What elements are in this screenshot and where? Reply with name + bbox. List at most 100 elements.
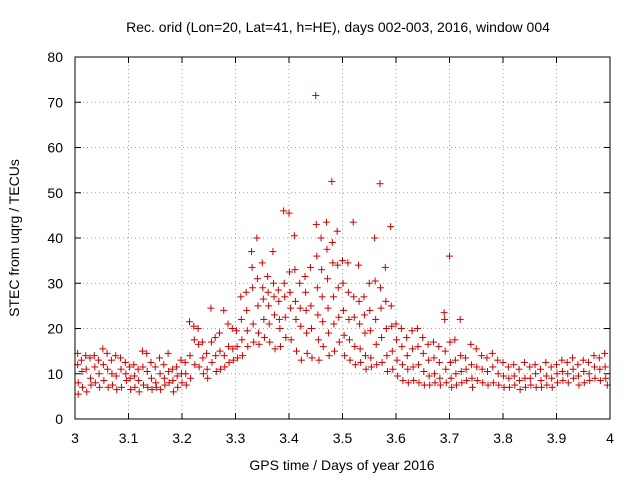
data-point [161, 381, 169, 389]
data-point [264, 288, 272, 296]
data-point [431, 370, 439, 378]
data-point [143, 367, 151, 375]
data-point [195, 363, 203, 371]
data-point [516, 377, 524, 385]
data-point [113, 386, 121, 394]
data-point [441, 315, 449, 323]
data-point [398, 361, 406, 369]
data-point [221, 363, 229, 371]
data-point [414, 343, 422, 351]
data-point [538, 383, 546, 391]
data-point [302, 306, 310, 314]
data-point [344, 259, 352, 267]
data-point [265, 320, 273, 328]
data-point [313, 284, 321, 292]
data-point [553, 361, 560, 369]
data-point [220, 352, 228, 360]
data-point [387, 223, 395, 231]
data-point [456, 315, 464, 323]
data-point [314, 336, 322, 344]
data-point [531, 361, 539, 369]
data-point [157, 386, 165, 394]
data-point [199, 370, 207, 378]
data-point [601, 363, 609, 371]
data-point [542, 358, 550, 366]
data-point [303, 349, 311, 357]
data-point [74, 379, 82, 387]
data-point [78, 383, 86, 391]
data-point [96, 383, 104, 391]
data-point [82, 365, 90, 373]
data-point [195, 340, 203, 348]
data-point [312, 220, 320, 228]
y-tick-label: 40 [47, 230, 63, 246]
data-point [271, 345, 279, 353]
data-point [255, 329, 263, 337]
data-point [292, 315, 300, 323]
data-point [469, 383, 477, 391]
data-point [216, 347, 224, 355]
data-point [563, 358, 571, 366]
data-point [190, 322, 198, 330]
data-point [77, 356, 85, 364]
data-point [548, 374, 556, 382]
data-point [442, 365, 450, 373]
data-point [87, 374, 95, 382]
data-point [130, 361, 138, 369]
data-point [489, 363, 497, 371]
data-point [302, 288, 310, 296]
data-point [275, 297, 283, 305]
data-point [108, 370, 116, 378]
data-point [585, 358, 593, 366]
data-point [520, 358, 528, 366]
data-point [382, 297, 390, 305]
y-tick-labels: 0 10 20 30 40 50 60 70 80 [47, 49, 63, 427]
data-point [86, 354, 94, 362]
data-point [462, 354, 470, 362]
data-point [351, 361, 359, 369]
data-point [452, 370, 460, 378]
data-point [186, 352, 194, 360]
data-markers [74, 91, 611, 398]
data-point [264, 272, 272, 280]
data-point [135, 377, 143, 385]
data-point [297, 356, 305, 364]
data-point [440, 309, 448, 317]
data-point [335, 313, 343, 321]
y-tick-label: 60 [47, 140, 63, 156]
data-point [181, 358, 189, 366]
data-point [424, 340, 432, 348]
data-point [318, 293, 326, 301]
y-tick-label: 10 [47, 366, 63, 382]
data-point [220, 306, 228, 314]
data-point [360, 311, 368, 319]
data-point [319, 318, 327, 326]
data-point [441, 347, 449, 355]
data-point [367, 354, 375, 362]
data-point [151, 363, 159, 371]
x-axis-label: GPS time / Days of year 2016 [249, 457, 434, 473]
data-point [248, 263, 256, 271]
data-point [280, 207, 288, 215]
data-point [426, 381, 434, 389]
data-point [403, 334, 411, 342]
data-point [275, 315, 283, 323]
data-point [234, 354, 242, 362]
data-point [169, 377, 177, 385]
data-point [473, 377, 481, 385]
data-point [431, 379, 439, 387]
data-point [510, 361, 518, 369]
data-point [324, 275, 332, 283]
data-point [516, 386, 524, 394]
data-point [590, 363, 598, 371]
data-point [313, 252, 321, 260]
data-point [134, 365, 142, 373]
data-point [260, 334, 268, 342]
data-point [292, 347, 300, 355]
data-point [361, 329, 369, 337]
data-point [495, 381, 503, 389]
data-point [580, 367, 588, 375]
data-point [553, 370, 561, 378]
data-point [494, 356, 502, 364]
data-point [147, 358, 155, 366]
